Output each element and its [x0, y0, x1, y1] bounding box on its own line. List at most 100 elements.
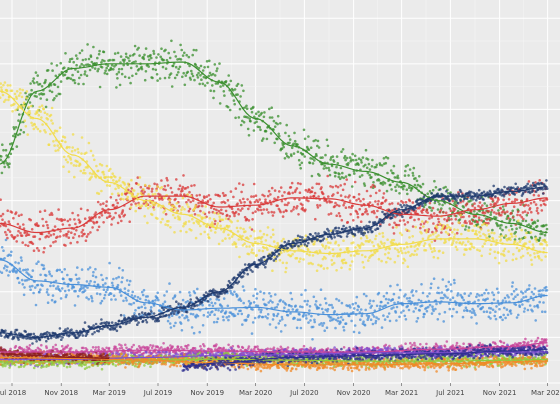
- data-point: [153, 182, 156, 186]
- data-point: [479, 206, 482, 209]
- data-point: [390, 202, 394, 205]
- data-point: [60, 344, 64, 348]
- data-point: [365, 209, 368, 213]
- data-point: [395, 319, 398, 322]
- data-point: [280, 315, 284, 319]
- data-point: [541, 289, 545, 292]
- data-point: [545, 179, 548, 182]
- data-point: [129, 206, 133, 209]
- data-point: [252, 294, 255, 298]
- data-point: [461, 241, 465, 244]
- data-point: [30, 121, 33, 125]
- data-point: [357, 163, 360, 166]
- data-point: [39, 273, 42, 277]
- data-point: [436, 208, 440, 211]
- data-point: [315, 182, 319, 186]
- data-point: [233, 276, 236, 279]
- data-point: [5, 233, 8, 237]
- data-point: [161, 302, 165, 306]
- data-point: [403, 259, 407, 262]
- data-point: [475, 233, 479, 236]
- data-point: [492, 184, 496, 188]
- data-point: [453, 233, 457, 236]
- data-point: [489, 191, 492, 194]
- data-point: [342, 224, 345, 228]
- data-point: [243, 272, 246, 275]
- data-point: [523, 307, 527, 310]
- data-point: [297, 158, 301, 162]
- data-point: [431, 305, 434, 309]
- data-point: [195, 48, 198, 52]
- data-point: [426, 295, 429, 298]
- data-point: [178, 184, 182, 187]
- data-point: [138, 176, 142, 179]
- data-point: [76, 147, 80, 151]
- data-point: [104, 282, 107, 285]
- data-point: [78, 163, 82, 166]
- data-point: [371, 183, 375, 187]
- data-point: [527, 180, 531, 183]
- data-point: [455, 199, 458, 202]
- data-point: [393, 221, 396, 225]
- data-point: [40, 85, 44, 88]
- data-point: [102, 221, 105, 224]
- data-point: [340, 218, 344, 222]
- data-point: [29, 288, 32, 292]
- data-point: [88, 68, 92, 72]
- data-point: [248, 117, 251, 120]
- data-point: [112, 294, 116, 298]
- data-point: [161, 198, 164, 201]
- data-point: [155, 183, 159, 186]
- data-point: [299, 182, 302, 186]
- data-point: [158, 77, 162, 80]
- data-point: [233, 314, 237, 318]
- data-point: [463, 309, 466, 312]
- data-point: [168, 304, 172, 308]
- data-point: [166, 184, 170, 187]
- data-point: [168, 56, 172, 60]
- data-point: [453, 214, 457, 217]
- data-point: [483, 202, 487, 205]
- data-point: [173, 309, 177, 313]
- data-point: [32, 332, 36, 336]
- data-point: [211, 221, 214, 224]
- data-point: [96, 56, 99, 60]
- data-point: [80, 49, 84, 52]
- data-point: [353, 234, 357, 237]
- data-point: [57, 208, 60, 211]
- data-point: [376, 202, 380, 206]
- data-point: [179, 229, 182, 233]
- data-point: [465, 248, 468, 251]
- data-point: [370, 304, 374, 308]
- data-point: [88, 172, 92, 175]
- data-point: [279, 186, 283, 189]
- data-point: [493, 231, 496, 235]
- data-point: [260, 139, 264, 142]
- data-point: [37, 260, 40, 264]
- data-point: [492, 293, 496, 297]
- data-point: [287, 156, 291, 159]
- data-point: [283, 306, 286, 310]
- data-point: [153, 203, 156, 206]
- data-point: [500, 213, 503, 217]
- data-point: [287, 201, 290, 205]
- data-point: [456, 228, 459, 232]
- data-point: [96, 228, 99, 232]
- data-point: [54, 240, 57, 243]
- data-point: [531, 189, 534, 192]
- data-point: [252, 251, 255, 255]
- data-point: [105, 72, 109, 76]
- data-point: [154, 68, 158, 72]
- data-point: [266, 194, 270, 198]
- data-point: [516, 293, 519, 297]
- data-point: [396, 176, 400, 180]
- data-point: [94, 322, 98, 326]
- data-point: [146, 221, 149, 225]
- data-point: [33, 235, 37, 238]
- data-point: [6, 336, 10, 339]
- data-point: [187, 343, 190, 347]
- data-point: [108, 184, 112, 187]
- data-point: [212, 320, 216, 324]
- data-point: [396, 174, 400, 178]
- data-point: [76, 266, 79, 269]
